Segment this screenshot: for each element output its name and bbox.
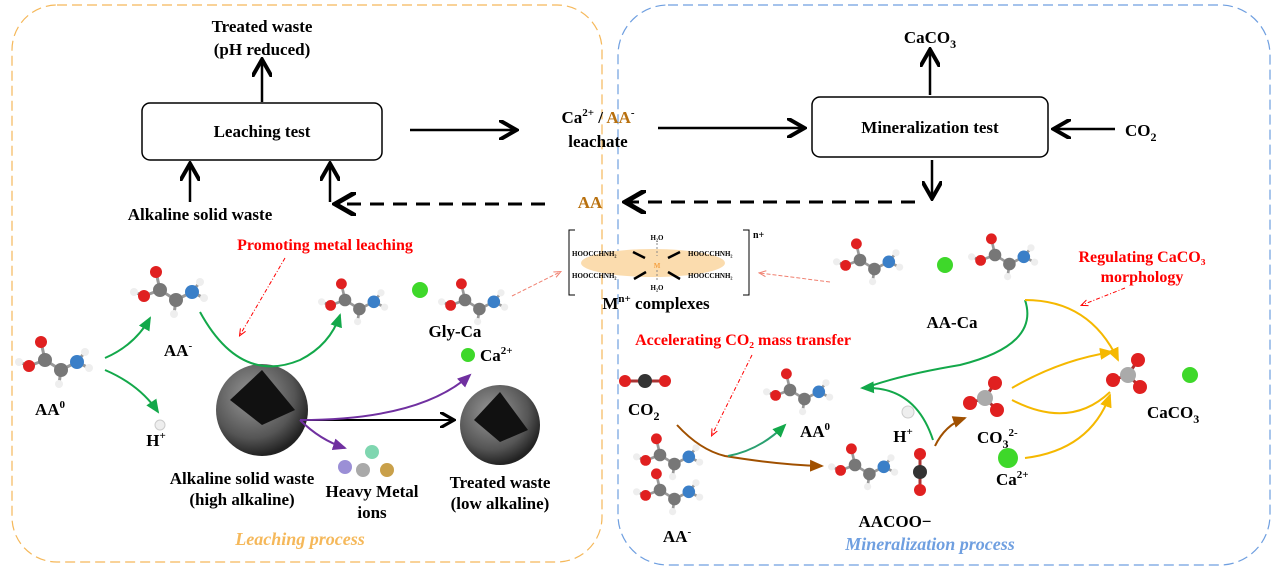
morphology-annotation: Regulating CaCO₃ xyxy=(1078,249,1205,266)
complex-label: Mn+ complexes xyxy=(602,293,710,313)
h-plus-label: H+ xyxy=(146,430,166,450)
treated-waste-label: Treated waste xyxy=(450,473,551,492)
leaching-process-label: Leaching process xyxy=(234,529,365,549)
aa-minus-molecule xyxy=(130,266,208,318)
mineralization-test-label: Mineralization test xyxy=(861,118,999,137)
heavy-metal-ion xyxy=(365,445,379,459)
water-label: H₂O xyxy=(651,234,665,242)
aa0-molecule xyxy=(15,336,93,388)
ligand-label: HOOCCHNH₂ xyxy=(572,250,617,258)
leaching-test-box xyxy=(141,102,383,161)
co3-molecule xyxy=(963,376,1004,417)
arrow-to-co3 xyxy=(934,416,967,447)
metal-label: M xyxy=(654,262,661,270)
aacoo-label: AACOO− xyxy=(859,512,932,531)
arrow-aa0-to-h xyxy=(104,369,160,414)
h-plus-mineral-label: H+ xyxy=(893,426,913,446)
alkaline-waste-core xyxy=(230,370,295,425)
aa-minus-molecule-1 xyxy=(633,433,704,481)
caco3-molecule xyxy=(1106,353,1147,394)
arrow-to-aa0 xyxy=(727,423,787,457)
arrow-h-to-aa0 xyxy=(860,381,934,441)
co2-molecule xyxy=(619,374,671,388)
aa0-mineral-molecule xyxy=(763,368,834,416)
ca-label: Ca2+ xyxy=(480,345,513,365)
water-label: H₂O xyxy=(651,284,665,292)
aa-minus-label: AA- xyxy=(164,340,193,360)
aa0-mineral-label: AA0 xyxy=(800,421,831,441)
arrow-co3-to-caco3-2 xyxy=(1011,391,1111,415)
metal-complex: HOOCCHNH₂ HOOCCHNH₂ HOOCCHNH₂ HOOCCHNH₂ … xyxy=(511,229,831,313)
arrow-ca-to-caco3 xyxy=(1024,393,1112,459)
aacoo-molecule xyxy=(828,443,899,491)
mass-transfer-annotation: Accelerating CO₂ mass transfer xyxy=(635,332,851,349)
h-ion-mineral xyxy=(901,405,915,419)
gly-ca-molecule-left xyxy=(318,278,389,326)
alkaline-waste-label-2: (high alkaline) xyxy=(189,490,294,509)
morphology-pointer xyxy=(1082,287,1126,305)
arrow-aa0-to-aa xyxy=(104,316,151,359)
treated-waste-top-label-2: (pH reduced) xyxy=(214,40,311,59)
gly-ca-molecule-right xyxy=(438,278,509,326)
heavy-metal-label: Heavy Metal xyxy=(326,482,419,501)
ca-ion xyxy=(461,348,475,362)
ca-atom xyxy=(412,282,428,298)
morphology-annotation-2: morphology xyxy=(1101,269,1184,286)
complex-charge: n+ xyxy=(753,230,765,241)
caco3-top-label: CaCO3 xyxy=(904,28,956,51)
annotation-pointer xyxy=(240,257,286,335)
aa-minus-molecule-2 xyxy=(633,468,704,516)
heavy-metal-ion xyxy=(380,463,394,477)
ca-mineral-label: Ca2+ xyxy=(996,469,1029,489)
arrow-aaca-to-aa0 xyxy=(864,299,1029,389)
arrow-co2-absorb xyxy=(676,424,824,472)
aa0-label: AA0 xyxy=(35,399,66,419)
co3-label: CO32- xyxy=(977,427,1018,451)
alkaline-solid-waste-label: Alkaline solid waste xyxy=(128,205,273,224)
aa-minus-mineral-label: AA- xyxy=(663,526,692,546)
mineralization-process-frame xyxy=(617,4,1271,566)
alkaline-waste-label: Alkaline solid waste xyxy=(170,469,315,488)
ca-ion-caco3 xyxy=(1182,367,1198,383)
ca-atom xyxy=(937,257,953,273)
ca-ion-mineral xyxy=(998,448,1018,468)
heavy-metal-ion xyxy=(356,463,370,477)
heavy-metal-label-2: ions xyxy=(357,503,387,522)
leachate-label: leachate xyxy=(568,132,628,151)
co2-label: CO2 xyxy=(628,400,660,423)
mineralization-test-box xyxy=(811,96,1049,158)
heavy-metal-ion xyxy=(338,460,352,474)
mass-transfer-pointer xyxy=(712,354,753,435)
leaching-test-label: Leaching test xyxy=(214,122,311,141)
gly-ca-label: Gly-Ca xyxy=(429,322,482,341)
aa-return-label: AA xyxy=(578,193,603,212)
arrow-co3-to-caco3 xyxy=(1011,347,1114,389)
h-ion xyxy=(154,419,166,431)
promoting-leaching-annotation: Promoting metal leaching xyxy=(237,237,413,254)
ligand-label: HOOCCHNH₂ xyxy=(688,272,733,280)
aa-ca-label: AA-Ca xyxy=(927,313,978,332)
arrow-aaca-to-caco3 xyxy=(1024,299,1119,362)
arrow-ca-release xyxy=(299,373,472,421)
aa-ca-molecule-right xyxy=(968,233,1039,281)
treated-waste-top-label: Treated waste xyxy=(212,17,313,36)
aa-ca-molecule-left xyxy=(833,238,904,286)
ligand-label: HOOCCHNH₂ xyxy=(572,272,617,280)
mineralization-process-label: Mineralization process xyxy=(844,534,1015,554)
ligand-label: HOOCCHNH₂ xyxy=(688,250,733,258)
leaching-process-frame xyxy=(11,4,603,563)
treated-waste-label-2: (low alkaline) xyxy=(451,494,550,513)
co2-bound-molecule xyxy=(913,448,927,496)
leachate-ions-label: Ca2+ / AA- xyxy=(561,107,634,127)
caco3-label: CaCO3 xyxy=(1147,403,1199,426)
arrow-aa-to-glyca xyxy=(199,311,342,368)
treated-waste-core xyxy=(474,392,528,442)
arrow-heavy-metal xyxy=(299,419,347,451)
co2-input-label: CO2 xyxy=(1125,121,1157,144)
